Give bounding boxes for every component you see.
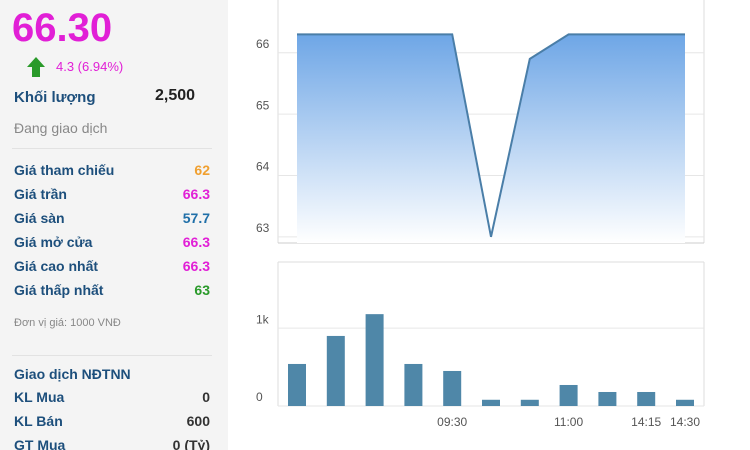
row-label: Giá thấp nhất [14, 282, 104, 298]
y-tick-label: 1k [256, 312, 270, 326]
area-fill [297, 34, 685, 244]
row-label: Giá sàn [14, 210, 65, 226]
foreign-title: Giao dịch NĐTNN [14, 366, 131, 382]
volume-label: Khối lượng [14, 89, 96, 106]
x-tick-label: 11:00 [554, 415, 583, 429]
x-tick-label: 14:30 [670, 415, 700, 429]
price: 66.30 [12, 6, 113, 50]
row-label: Giá tham chiếu [14, 162, 115, 178]
row-value: 66.3 [182, 258, 210, 274]
row-label: Giá cao nhất [14, 258, 99, 274]
volume-bar [288, 363, 306, 406]
x-tick-label: 14:15 [631, 415, 661, 429]
volume-bar [559, 384, 578, 406]
row-value: 0 [202, 389, 210, 405]
volume-bar [365, 314, 384, 406]
separator [12, 148, 212, 149]
row-value: 57.7 [182, 210, 210, 226]
y-tick-label: 65 [256, 98, 270, 112]
unit-note: Đơn vị giá: 1000 VNĐ [14, 317, 121, 329]
row-label: Giá mở cửa [14, 234, 93, 250]
y-tick-label: 64 [256, 160, 270, 174]
y-tick-label: 63 [256, 221, 270, 235]
volume-bar [520, 399, 539, 406]
volume-bar [637, 391, 656, 406]
volume-bar [443, 370, 462, 406]
row-label: KL Mua [14, 389, 65, 405]
y-tick-label: 0 [256, 390, 263, 404]
row-value: 0 (Tỷ) [172, 437, 210, 450]
up-arrow [27, 57, 45, 77]
row-value: 66.3 [182, 186, 210, 202]
x-tick-label: 09:30 [437, 415, 467, 429]
row-value: 66.3 [182, 234, 210, 250]
row-label: KL Bán [14, 413, 63, 429]
row-label: Giá trần [14, 186, 67, 202]
y-tick-label: 66 [256, 37, 270, 51]
status: Đang giao dịch [14, 120, 108, 136]
volume-bar [676, 399, 694, 406]
info-panel: 66.30 4.3 (6.94%) Khối lượng 2,500 Đang … [0, 0, 228, 450]
volume-bar [598, 391, 617, 406]
price-line [297, 33, 685, 238]
separator [12, 355, 212, 356]
row-label: GT Mua [14, 437, 66, 450]
volume: 2,500 [155, 87, 196, 104]
row-value: 63 [194, 282, 210, 298]
row-value: 62 [194, 162, 210, 178]
row-value: 600 [186, 413, 210, 429]
price-change: 4.3 (6.94%) [56, 59, 124, 74]
volume-bar [404, 363, 423, 406]
volume-bar [326, 335, 345, 406]
volume-bar [482, 399, 500, 406]
